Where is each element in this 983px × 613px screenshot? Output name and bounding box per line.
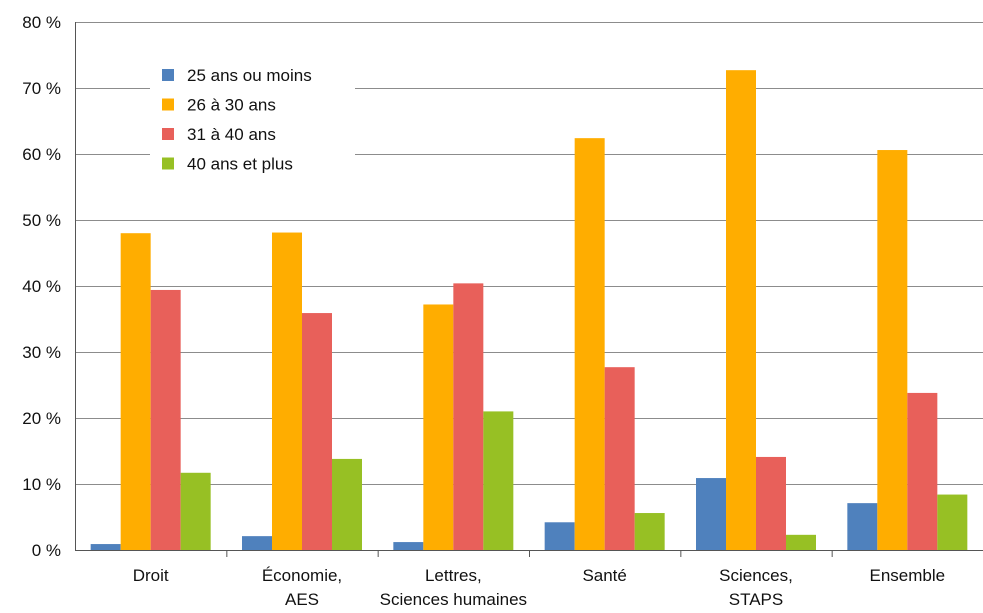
bar	[786, 534, 816, 550]
x-tick-label: Ensemble	[870, 566, 946, 585]
bar	[180, 472, 211, 550]
bar	[120, 233, 151, 550]
bar	[877, 150, 908, 551]
bar	[272, 232, 302, 551]
legend-label: 25 ans ou moins	[187, 66, 312, 85]
x-tick-label: AES	[285, 590, 319, 608]
y-tick-label: 40 %	[22, 277, 61, 296]
axes: 0 % 10 % 20 % 30 % 40 % 50 % 60 % 70 % 80 % Droit…	[22, 13, 983, 609]
x-tick-label: Droit	[133, 566, 169, 585]
y-tick-label: 20 %	[22, 409, 61, 428]
y-tick-label: 50 %	[22, 211, 61, 230]
legend-label: 31 à 40 ans	[187, 125, 276, 144]
bar	[907, 392, 938, 550]
y-tick-label: 70 %	[22, 79, 61, 98]
legend-label: 40 ans et plus	[187, 155, 293, 174]
x-tick-label: Sciences,	[719, 566, 793, 585]
bar	[847, 503, 878, 550]
bar	[544, 522, 575, 550]
x-tick-label: Santé	[582, 566, 626, 585]
bar	[302, 313, 332, 550]
legend: 25 ans ou moins 26 à 30 ans 31 à 40 ans 40 …	[150, 60, 355, 186]
x-tick-label: Sciences humaines	[380, 590, 527, 608]
bar	[150, 289, 181, 550]
bar	[756, 456, 786, 550]
bar	[604, 367, 635, 550]
bar	[393, 542, 424, 550]
x-tick-label: Lettres,	[425, 566, 482, 585]
bar	[423, 304, 454, 550]
bar	[90, 544, 121, 550]
bars	[90, 70, 968, 551]
y-tick-label: 0 %	[32, 541, 61, 560]
legend-swatch	[162, 69, 174, 81]
bar	[726, 70, 756, 551]
x-tick-label: Économie,	[262, 566, 342, 585]
y-tick-label: 60 %	[22, 145, 61, 164]
bar	[634, 513, 665, 550]
legend-background	[150, 60, 355, 186]
bar	[453, 283, 484, 550]
legend-label: 26 à 30 ans	[187, 96, 276, 115]
legend-swatch	[162, 98, 174, 111]
x-tick-label: STAPS	[729, 590, 783, 608]
bar	[242, 536, 272, 550]
y-tick-label: 80 %	[22, 13, 61, 32]
y-tick-label: 10 %	[22, 475, 61, 494]
legend-swatch	[162, 157, 174, 170]
legend-swatch	[162, 128, 174, 140]
bar	[332, 458, 362, 550]
bar	[483, 411, 514, 550]
bar	[696, 478, 726, 550]
bar	[574, 138, 605, 550]
bar	[937, 494, 968, 550]
y-tick-label: 30 %	[22, 343, 61, 362]
